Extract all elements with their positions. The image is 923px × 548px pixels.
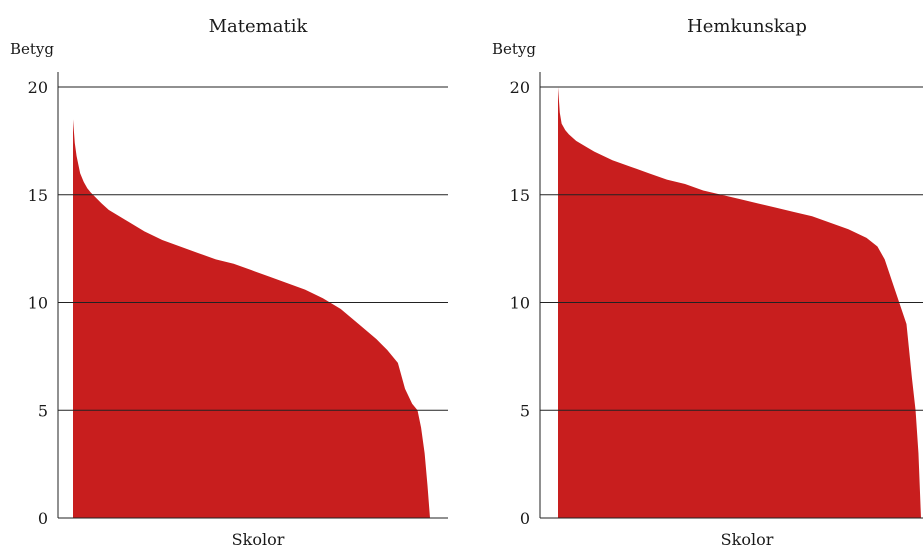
- y-axis-label: Betyg: [10, 40, 54, 58]
- chart-title: Hemkunskap: [687, 16, 807, 37]
- y-tick-label-0: 0: [38, 509, 48, 528]
- y-tick-label-20: 20: [28, 78, 48, 97]
- chart-panel-2: 0 5 10 15 20 Hemkunskap Betyg Skolor: [492, 16, 923, 548]
- y-tick-label-15: 15: [510, 186, 530, 205]
- y-tick-label-10: 10: [510, 294, 530, 313]
- y-tick-label-20: 20: [510, 78, 530, 97]
- y-tick-label-15: 15: [28, 186, 48, 205]
- y-tick-label-10: 10: [28, 294, 48, 313]
- y-tick-label-0: 0: [520, 509, 530, 528]
- chart-title: Matematik: [209, 16, 309, 37]
- x-axis-label: Skolor: [721, 530, 774, 548]
- y-tick-label-5: 5: [38, 401, 48, 420]
- area-series: [73, 119, 430, 518]
- y-axis-label: Betyg: [492, 40, 536, 58]
- chart-panel-1: 0 5 10 15 20 Matematik Betyg Skolor: [10, 16, 448, 548]
- x-axis-label: Skolor: [232, 530, 285, 548]
- y-tick-label-5: 5: [520, 401, 530, 420]
